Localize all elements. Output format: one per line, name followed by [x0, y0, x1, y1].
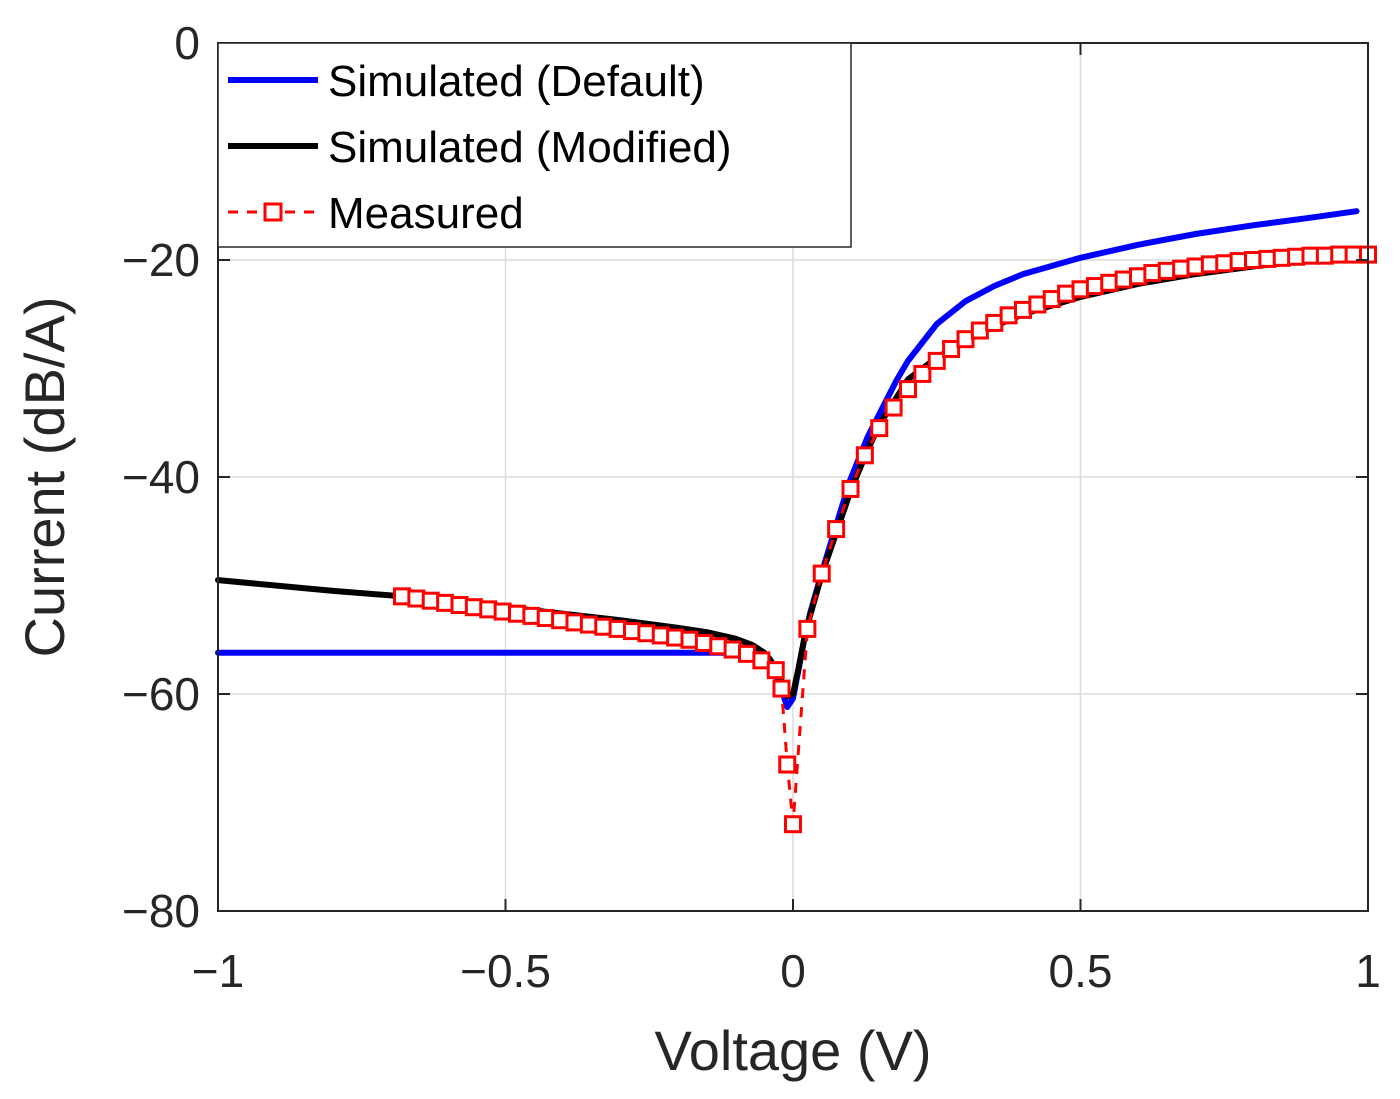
- legend-label-measured: Measured: [328, 189, 524, 238]
- data-point: [798, 619, 817, 638]
- series-measured: [393, 245, 1377, 834]
- data-point: [594, 617, 613, 636]
- data-point: [565, 613, 584, 632]
- data-point: [464, 598, 483, 617]
- x-tick-label: −1: [192, 945, 244, 997]
- series-line: [401, 253, 1368, 826]
- data-point: [1071, 280, 1090, 299]
- data-point: [1301, 246, 1320, 265]
- data-point: [508, 604, 526, 623]
- data-point: [1315, 246, 1334, 265]
- y-tick-label: −60: [122, 668, 200, 720]
- data-point: [1172, 259, 1191, 278]
- data-point: [827, 520, 846, 539]
- data-point: [608, 619, 627, 638]
- x-axis-label: Voltage (V): [654, 1019, 931, 1082]
- data-point: [651, 626, 670, 645]
- x-tick-label: 1: [1355, 945, 1381, 997]
- data-point: [1042, 290, 1061, 309]
- data-point: [421, 591, 440, 610]
- data-point: [680, 630, 699, 649]
- data-point: [841, 479, 860, 498]
- data-point: [985, 313, 1004, 332]
- y-tick-label: 0: [174, 17, 200, 69]
- data-point: [450, 596, 469, 615]
- data-point: [436, 593, 455, 612]
- data-point: [1100, 273, 1119, 292]
- data-point: [1143, 264, 1162, 283]
- data-point: [1330, 245, 1349, 264]
- series-layer: [215, 208, 1377, 834]
- data-point: [1114, 270, 1133, 289]
- y-tick-label: −80: [122, 885, 200, 937]
- data-point: [1215, 254, 1234, 273]
- data-point: [1272, 248, 1291, 267]
- x-tick-label: 0.5: [1049, 945, 1113, 997]
- data-point: [884, 398, 903, 417]
- data-point: [666, 628, 685, 647]
- data-point: [870, 419, 889, 438]
- tick-layer: −1 −0.5 0 0.5 1 0 −20 −40 −60 −80: [122, 17, 1381, 997]
- data-point: [1229, 252, 1248, 271]
- data-point: [1085, 277, 1104, 296]
- data-point: [407, 589, 426, 608]
- data-point: [637, 624, 656, 643]
- data-point: [970, 321, 989, 340]
- data-point: [778, 755, 797, 774]
- data-point: [536, 609, 555, 628]
- data-point: [623, 622, 641, 641]
- data-point: [493, 602, 512, 621]
- data-point: [1129, 267, 1147, 286]
- x-tick-label: −0.5: [460, 945, 551, 997]
- data-point: [766, 661, 785, 680]
- data-point: [694, 634, 713, 653]
- legend: Simulated (Default) Simulated (Modified)…: [217, 42, 852, 248]
- data-point: [956, 330, 975, 349]
- data-point: [999, 306, 1018, 325]
- data-point: [855, 446, 874, 465]
- legend-label-simulated-modified: Simulated (Modified): [328, 123, 732, 172]
- data-point: [772, 679, 791, 698]
- data-point: [1200, 255, 1219, 274]
- x-tick-label: 0: [780, 945, 806, 997]
- y-tick-label: −20: [122, 234, 200, 286]
- data-point: [1028, 295, 1047, 314]
- data-point: [927, 351, 946, 370]
- data-point: [784, 815, 802, 834]
- data-point: [942, 339, 961, 358]
- data-point: [1057, 284, 1076, 303]
- data-point: [1157, 261, 1176, 280]
- y-tick-label: −40: [122, 451, 200, 503]
- data-point: [752, 651, 771, 670]
- data-point: [522, 606, 541, 625]
- data-point: [899, 380, 917, 399]
- data-point: [709, 637, 728, 656]
- data-point: [579, 615, 598, 634]
- data-point: [812, 564, 831, 583]
- data-point: [1244, 251, 1262, 269]
- legend-box: [217, 42, 852, 248]
- data-point: [913, 364, 932, 383]
- y-axis-label: Current (dB/A): [13, 297, 76, 658]
- data-point: [738, 644, 756, 663]
- legend-label-simulated-default: Simulated (Default): [328, 57, 705, 106]
- data-point: [393, 587, 411, 606]
- data-point: [1287, 247, 1306, 266]
- data-point: [1014, 300, 1032, 319]
- data-point: [551, 611, 570, 630]
- data-point: [1186, 257, 1205, 276]
- data-point: [723, 640, 742, 659]
- legend-marker-measured: [263, 202, 283, 222]
- data-point: [479, 600, 498, 619]
- data-point: [1258, 249, 1277, 268]
